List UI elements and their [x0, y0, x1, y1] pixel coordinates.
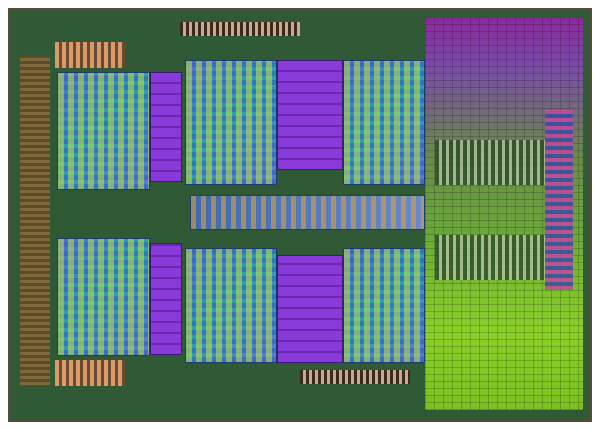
- l2-cache-top-left: [150, 72, 182, 182]
- l2-cache-top-center: [277, 60, 343, 170]
- pad-block-bottom-left: [55, 360, 125, 386]
- pad-block-top-left: [55, 42, 125, 68]
- io-links-right: [545, 110, 573, 290]
- northbridge-block: [190, 195, 425, 230]
- core-top-center: [185, 60, 277, 185]
- l3-tag-array-top: [435, 140, 545, 185]
- core-top-left: [57, 72, 150, 190]
- core-top-right: [343, 60, 425, 185]
- pad-block-top: [180, 22, 300, 36]
- l2-cache-bottom-center: [277, 255, 343, 363]
- core-bottom-center: [185, 248, 277, 363]
- l2-cache-bottom-left: [150, 243, 182, 355]
- io-strip-left: [20, 55, 50, 385]
- pad-block-bottom: [300, 370, 410, 384]
- l3-tag-array-bottom: [435, 235, 545, 280]
- core-bottom-right: [343, 248, 425, 363]
- core-bottom-left: [57, 238, 150, 356]
